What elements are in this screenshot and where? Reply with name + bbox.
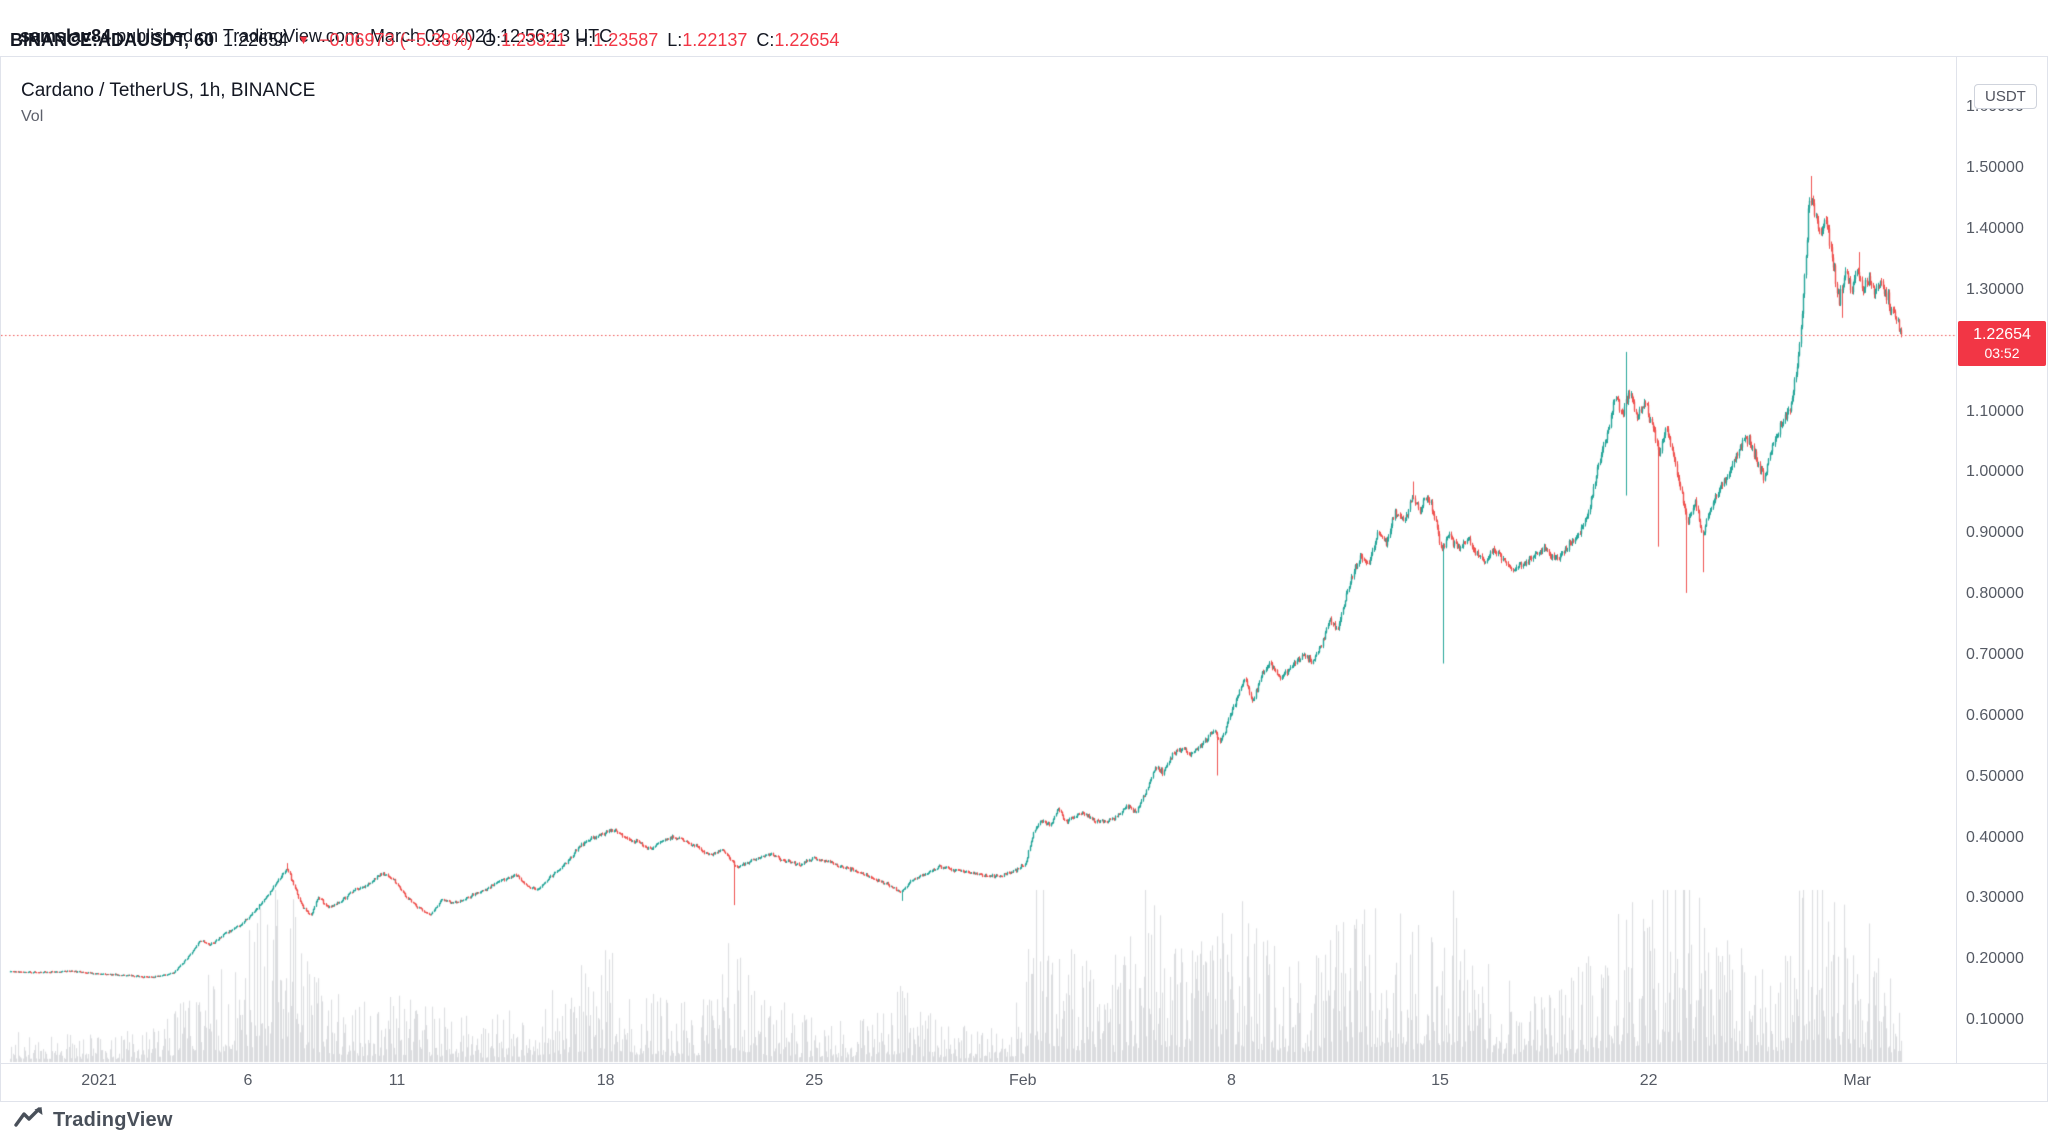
currency-toggle-button[interactable]: USDT bbox=[1974, 84, 2037, 109]
time-axis[interactable]: 2021 6 11 18 25 Feb 8 15 22 Mar bbox=[0, 1064, 2048, 1102]
bar-countdown: 03:52 bbox=[1984, 344, 2020, 361]
price-axis-label: 0.40000 bbox=[1966, 828, 2024, 846]
time-axis-label: 2021 bbox=[81, 1072, 117, 1089]
time-axis-label: 15 bbox=[1431, 1072, 1449, 1089]
direction-down-icon: ▼ bbox=[297, 32, 310, 47]
price-axis-label: 1.40000 bbox=[1966, 219, 2024, 237]
time-axis-label: Mar bbox=[1843, 1072, 1871, 1089]
price-axis-label: 0.80000 bbox=[1966, 585, 2024, 603]
price-axis-label: 1.00000 bbox=[1966, 463, 2024, 481]
time-axis-separator bbox=[0, 1063, 2048, 1064]
time-axis-label: 11 bbox=[388, 1072, 406, 1089]
last-price-badge-value: 1.22654 bbox=[1973, 325, 2031, 343]
ohlc-open: O:1.23321 bbox=[482, 30, 567, 50]
time-axis-label: 6 bbox=[243, 1072, 253, 1089]
price-axis-label: 0.60000 bbox=[1966, 706, 2024, 724]
price-axis-label: 1.30000 bbox=[1966, 280, 2024, 298]
price-axis-separator bbox=[1956, 57, 1957, 1063]
price-axis-label: 0.10000 bbox=[1966, 1011, 2024, 1029]
price-axis-label: 1.10000 bbox=[1966, 402, 2024, 420]
price-axis-label: 0.70000 bbox=[1966, 645, 2024, 663]
price-chart-canvas[interactable] bbox=[1, 57, 1956, 1063]
ohlc-low: L:1.22137 bbox=[667, 30, 748, 50]
price-change: −0.06973 (−5.38%) bbox=[318, 30, 474, 50]
time-axis-label: 8 bbox=[1226, 1072, 1236, 1089]
symbol-info-row: BINANCE:ADAUSDT, 60 1.22654 ▼ −0.06973 (… bbox=[10, 30, 839, 51]
price-axis-label: 0.90000 bbox=[1966, 524, 2024, 542]
time-axis-label: Feb bbox=[1009, 1072, 1037, 1089]
tradingview-branding[interactable]: TradingView bbox=[14, 1106, 173, 1135]
ohlc-close: C:1.22654 bbox=[756, 30, 840, 50]
volume-indicator-label[interactable]: Vol bbox=[21, 108, 44, 125]
time-axis-label: 18 bbox=[596, 1072, 615, 1089]
price-axis-label: 0.30000 bbox=[1966, 889, 2024, 907]
tradingview-wordmark: TradingView bbox=[53, 1109, 173, 1131]
author-link[interactable]: samslav84 bbox=[20, 26, 112, 46]
last-price-value: 1.22654 bbox=[223, 30, 289, 50]
tradingview-logo-icon bbox=[14, 1106, 44, 1135]
price-axis-label: 0.20000 bbox=[1966, 950, 2024, 968]
publish-info: samslav84 published on TradingView.com, … bbox=[10, 5, 612, 47]
price-axis-label: 1.50000 bbox=[1966, 159, 2024, 177]
symbol-title: BINANCE:ADAUSDT, 60 bbox=[10, 30, 215, 50]
last-price-badge: 1.22654 03:52 bbox=[1958, 321, 2046, 366]
publish-info-text: published on TradingView.com, March 02, … bbox=[111, 26, 613, 46]
price-axis[interactable]: 1.600001.500001.400001.300001.200001.100… bbox=[1957, 56, 2048, 1063]
time-axis-label: 25 bbox=[805, 1072, 824, 1089]
chart-legend-title[interactable]: Cardano / TetherUS, 1h, BINANCE bbox=[21, 80, 316, 101]
ohlc-high: H:1.23587 bbox=[575, 30, 659, 50]
time-axis-label: 22 bbox=[1639, 1072, 1658, 1089]
price-axis-label: 0.50000 bbox=[1966, 767, 2024, 785]
